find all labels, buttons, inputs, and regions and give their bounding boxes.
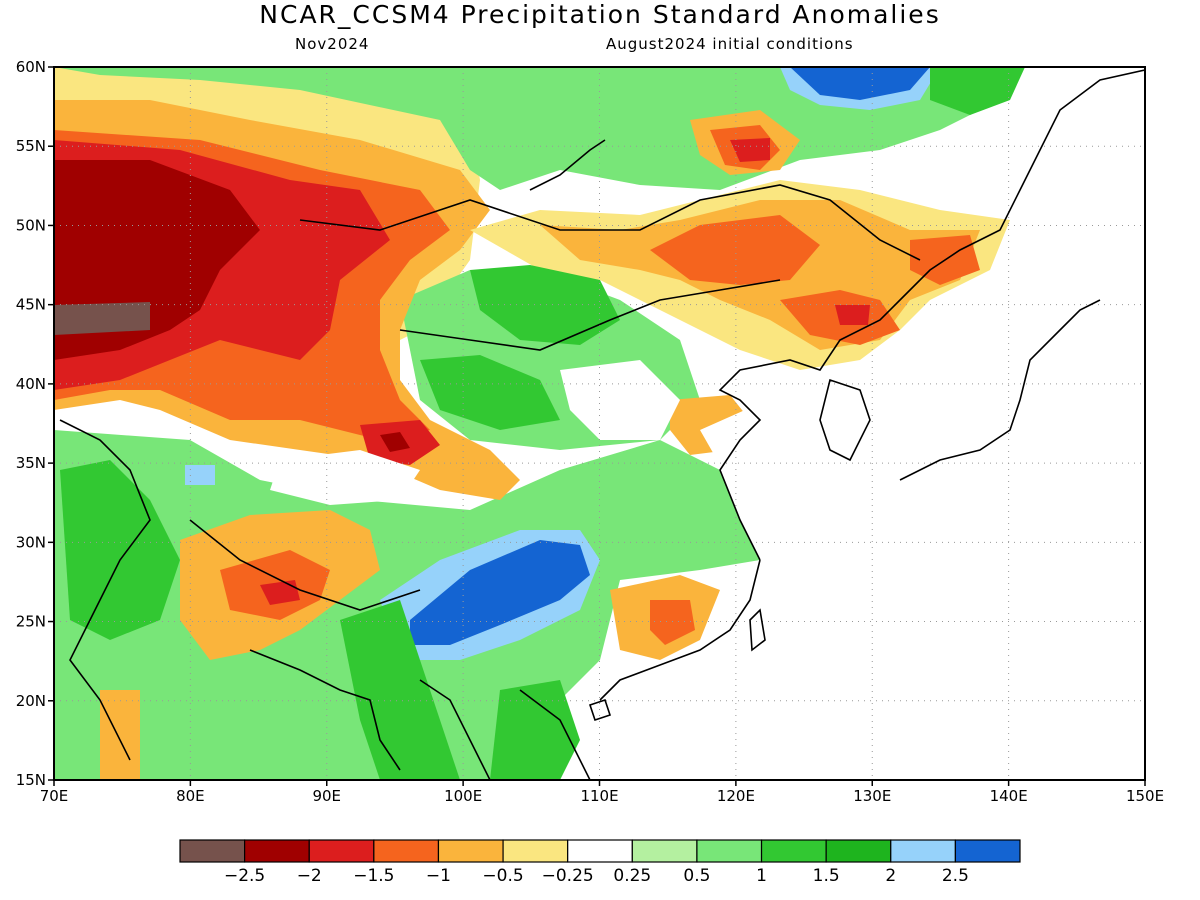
taiwan-island [749, 608, 766, 652]
anomaly-region [340, 600, 460, 780]
coastlines-borders [59, 69, 1145, 780]
colorbar-label: 2 [885, 866, 896, 886]
lake-baikal [529, 139, 606, 191]
lat-tick-label: 40N [16, 375, 46, 393]
lon-tick-label: 150E [1126, 787, 1164, 805]
lat-tick-label: 25N [16, 613, 46, 631]
map-title: NCAR_CCSM4 Precipitation Standard Anomal… [259, 0, 941, 29]
graticule [54, 67, 1145, 780]
lat-tick-label: 55N [16, 137, 46, 155]
anomaly-region [835, 305, 870, 325]
colorbar-swatch [373, 839, 440, 863]
anomaly-region [185, 465, 215, 485]
anomaly-field [54, 67, 1145, 780]
lon-tick-label: 140E [990, 787, 1028, 805]
lon-tick-label: 130E [853, 787, 891, 805]
colorbar-label: −1 [426, 866, 451, 886]
colorbar-label: −2.5 [224, 866, 265, 886]
anomaly-region [650, 600, 695, 645]
anomaly-region [260, 580, 300, 605]
colorbar-label: −2 [297, 866, 322, 886]
border-mongolia [299, 184, 921, 261]
colorbar-label: −0.5 [482, 866, 523, 886]
lat-tick-label: 15N [16, 771, 46, 789]
colorbar-swatch [954, 839, 1021, 863]
colorbar-label: 1.5 [813, 866, 840, 886]
initial-conditions: August2024 initial conditions [606, 35, 854, 53]
border-himalaya [189, 519, 421, 611]
colorbar-label: −0.25 [542, 866, 594, 886]
colorbar-swatch [244, 839, 310, 863]
hainan-island [588, 698, 612, 722]
colorbar-label: 0.25 [613, 866, 651, 886]
anomaly-region [60, 460, 180, 640]
korea-peninsula [819, 378, 871, 462]
anomaly-region [930, 67, 1025, 115]
lon-tick-label: 100E [444, 787, 482, 805]
lat-tick-label: 50N [16, 216, 46, 234]
lat-tick-label: 30N [16, 533, 46, 551]
anomaly-region [100, 690, 140, 780]
colorbar-swatch [502, 839, 569, 863]
anomaly-region [410, 540, 590, 645]
colorbar-swatch [308, 839, 375, 863]
anomaly-region [790, 67, 930, 100]
anomaly-region [470, 265, 620, 345]
anomaly-region [270, 450, 420, 505]
colorbar-swatch [567, 839, 633, 863]
lon-tick-label: 80E [176, 787, 205, 805]
anomaly-region [730, 138, 770, 162]
colorbar-swatch [437, 839, 504, 863]
colorbar-swatch [696, 839, 763, 863]
indochina [419, 679, 591, 780]
japan-islands [899, 299, 1101, 481]
lat-tick-label: 35N [16, 454, 46, 472]
anomaly-region [650, 215, 820, 285]
anomaly-region [54, 302, 150, 335]
border-india [59, 419, 151, 761]
lon-tick-label: 120E [717, 787, 755, 805]
anomaly-region [490, 680, 580, 780]
coastline-south-china [599, 559, 761, 701]
border-china-mongolia [399, 279, 781, 351]
lat-tick-label: 20N [16, 692, 46, 710]
lon-tick-label: 110E [580, 787, 618, 805]
colorbar-swatch [631, 839, 698, 863]
lon-tick-label: 90E [312, 787, 341, 805]
coastline-east-asia [718, 69, 1145, 561]
colorbar-label: −1.5 [353, 866, 394, 886]
colorbar-swatch [179, 839, 246, 863]
colorbar-label: 0.5 [683, 866, 710, 886]
lat-tick-label: 45N [16, 296, 46, 314]
anomaly-region [420, 355, 560, 430]
latitude-ticks: 60N 55N 50N 45N 40N 35N 30N 25N 20N 15N [16, 58, 54, 789]
colorbar-swatch [825, 839, 892, 863]
longitude-ticks: 70E 80E 90E 100E 110E 120E 130E 140E 150E [40, 780, 1164, 805]
forecast-month: Nov2024 [295, 35, 370, 53]
lat-tick-label: 60N [16, 58, 46, 76]
anomaly-region [700, 70, 1145, 780]
anomaly-region [560, 360, 680, 440]
colorbar-labels: −2.5 −2 −1.5 −1 −0.5 −0.25 0.25 0.5 1 1.5 2 2.5 [224, 866, 969, 886]
colorbar-swatch [760, 839, 827, 863]
colorbar-label: 1 [756, 866, 767, 886]
coast-bay-of-bengal [249, 649, 401, 771]
lon-tick-label: 70E [40, 787, 69, 805]
colorbar-label: 2.5 [942, 866, 969, 886]
colorbar [179, 839, 1021, 863]
anomaly-region [380, 432, 410, 452]
colorbar-swatch [890, 839, 956, 863]
